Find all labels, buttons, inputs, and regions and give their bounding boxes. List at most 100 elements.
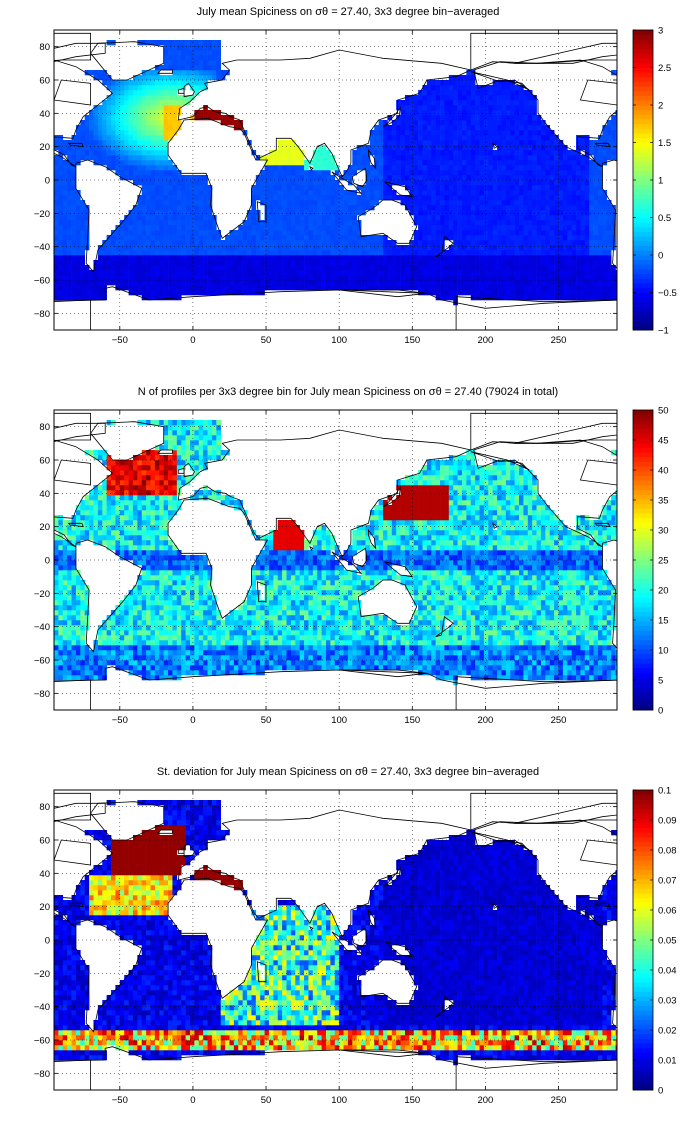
data-cell [435, 220, 441, 226]
data-cell [466, 125, 472, 131]
data-cell [444, 105, 450, 111]
data-cell [589, 255, 594, 261]
data-cell [343, 200, 349, 206]
data-cell [75, 210, 81, 216]
data-cell [615, 295, 617, 301]
data-cell [137, 175, 143, 181]
data-cell [290, 140, 296, 146]
data-cell [308, 260, 314, 266]
data-cell [457, 85, 463, 91]
data-cell [84, 645, 90, 651]
data-cell [71, 205, 77, 211]
data-cell [321, 250, 327, 256]
data-cell [176, 240, 182, 246]
data-cell [67, 650, 72, 656]
data-cell [203, 105, 208, 111]
data-cell [225, 255, 230, 261]
data-cell [119, 170, 125, 176]
data-cell [589, 205, 594, 211]
data-cell [444, 180, 450, 186]
data-cell [483, 175, 489, 181]
data-cell [190, 70, 195, 76]
data-cell [286, 275, 292, 281]
data-cell [181, 290, 186, 296]
data-cell [488, 180, 493, 186]
data-cell [290, 185, 296, 191]
data-cell [470, 180, 476, 186]
data-cell [347, 200, 353, 206]
data-cell [176, 215, 182, 221]
data-cell [154, 220, 160, 226]
data-cell [374, 165, 379, 171]
data-cell [80, 145, 86, 151]
data-cell [584, 195, 590, 201]
data-cell [576, 195, 581, 201]
data-cell [124, 285, 129, 291]
colorbar-segment [633, 292, 653, 298]
data-cell [163, 240, 169, 246]
data-cell [207, 65, 213, 71]
data-cell [141, 185, 147, 191]
data-cell [589, 200, 594, 206]
data-cell [532, 205, 537, 211]
data-cell [75, 665, 81, 671]
data-cell [540, 290, 546, 296]
data-cell [176, 225, 182, 231]
data-cell [435, 225, 441, 231]
data-cell [58, 550, 64, 556]
data-cell [286, 150, 292, 156]
data-cell [540, 190, 546, 196]
data-cell [554, 230, 559, 236]
data-cell [488, 275, 493, 281]
data-cell [523, 155, 529, 161]
data-cell [527, 260, 533, 266]
data-cell [111, 490, 116, 496]
data-cell [488, 130, 493, 136]
data-cell [163, 250, 169, 256]
data-cell [418, 175, 423, 181]
data-cell [352, 245, 358, 251]
data-cell [444, 270, 450, 276]
data-cell [501, 235, 507, 241]
data-cell [124, 530, 129, 536]
colorbar-segment [633, 58, 653, 64]
data-cell [343, 190, 349, 196]
data-cell [409, 250, 415, 256]
data-cell [168, 280, 173, 286]
data-cell [589, 160, 594, 166]
data-cell [172, 180, 178, 186]
data-cell [141, 90, 147, 96]
data-cell [387, 115, 393, 121]
data-cell [71, 635, 77, 641]
data-cell [299, 180, 305, 186]
data-cell [404, 150, 410, 156]
data-cell [576, 225, 581, 231]
data-cell [211, 265, 217, 271]
data-cell [383, 120, 388, 126]
data-cell [475, 205, 480, 211]
data-cell [102, 510, 107, 516]
data-cell [67, 600, 72, 606]
data-cell [396, 135, 401, 141]
data-cell [532, 195, 537, 201]
data-cell [606, 150, 612, 156]
data-cell [317, 205, 322, 211]
colorbar-segment [633, 105, 653, 111]
data-cell [308, 190, 314, 196]
data-cell [479, 185, 485, 191]
colorbar-tick-label: −0.5 [658, 288, 677, 299]
y-tick-label: 20 [39, 142, 50, 153]
data-cell [466, 260, 472, 266]
data-cell [93, 120, 99, 126]
data-cell [330, 165, 336, 171]
data-cell [163, 225, 169, 231]
data-cell [141, 265, 147, 271]
data-cell [523, 250, 529, 256]
data-cell [115, 520, 121, 526]
data-cell [540, 180, 546, 186]
data-cell [146, 125, 151, 131]
colorbar-segment [633, 62, 653, 68]
data-cell [251, 275, 257, 281]
data-cell [141, 250, 147, 256]
data-cell [295, 145, 300, 151]
